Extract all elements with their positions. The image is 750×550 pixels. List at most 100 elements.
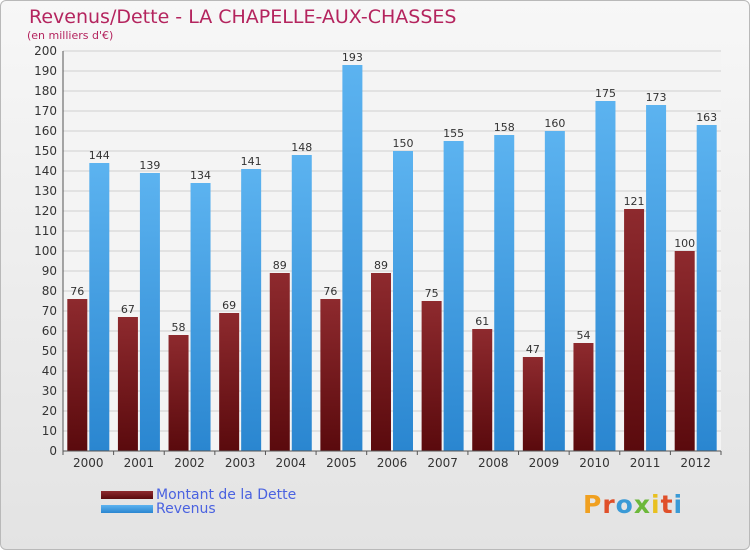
x-tick-label: 2002 <box>174 456 205 470</box>
y-tick-label: 10 <box>42 424 57 438</box>
y-tick-label: 90 <box>42 264 57 278</box>
bar-revenus <box>595 101 616 451</box>
x-tick-label: 2004 <box>275 456 306 470</box>
data-label-debt: 89 <box>374 259 388 272</box>
bar-revenus <box>646 105 667 451</box>
bar-debt <box>117 317 138 451</box>
logo-letter: x <box>633 490 651 519</box>
bar-debt <box>320 299 341 451</box>
bar-debt <box>371 273 391 451</box>
legend-label-revenus: Revenus <box>156 501 216 517</box>
y-tick-label: 60 <box>42 324 57 338</box>
bar-revenus <box>139 173 160 451</box>
proxiti-logo: Proxiti <box>583 490 683 519</box>
logo-letter: P <box>583 490 603 519</box>
y-tick-label: 0 <box>49 444 57 458</box>
x-tick-label: 2009 <box>529 456 560 470</box>
data-label-debt: 67 <box>121 303 135 316</box>
y-tick-label: 100 <box>34 244 57 258</box>
y-tick-label: 120 <box>34 204 57 218</box>
data-label-revenus: 193 <box>342 51 363 64</box>
bar-debt <box>421 301 442 451</box>
data-label-revenus: 141 <box>241 155 262 168</box>
legend-swatch-revenus <box>101 505 153 513</box>
bar-revenus <box>342 65 363 451</box>
x-tick-label: 2006 <box>377 456 408 470</box>
y-tick-label: 140 <box>34 164 57 178</box>
x-tick-label: 2008 <box>478 456 509 470</box>
bar-debt <box>573 343 594 451</box>
data-label-debt: 61 <box>475 315 489 328</box>
bar-revenus <box>291 155 312 451</box>
grid <box>63 50 721 452</box>
data-label-debt: 69 <box>222 299 236 312</box>
data-label-debt: 100 <box>674 237 695 250</box>
bars <box>67 65 717 451</box>
data-label-debt: 76 <box>323 285 337 298</box>
x-tick-label: 2005 <box>326 456 357 470</box>
bar-debt <box>624 209 645 451</box>
y-tick-label: 70 <box>42 304 57 318</box>
bar-debt <box>67 299 88 451</box>
x-tick-label: 2001 <box>124 456 155 470</box>
y-tick-label: 110 <box>34 224 57 238</box>
y-tick-label: 80 <box>42 284 57 298</box>
bar-debt <box>219 313 240 451</box>
x-tick-label: 2010 <box>579 456 610 470</box>
logo-letter: o <box>615 490 634 519</box>
bar-revenus <box>393 151 413 451</box>
y-tick-label: 160 <box>34 124 57 138</box>
bar-debt <box>472 329 493 451</box>
data-label-debt: 75 <box>425 287 439 300</box>
bar-revenus <box>544 131 565 451</box>
legend-item-revenus: Revenus <box>101 502 216 516</box>
bar-debt <box>269 273 290 451</box>
data-label-debt: 76 <box>70 285 84 298</box>
logo-letter: t <box>660 490 674 519</box>
data-label-revenus: 175 <box>595 87 616 100</box>
bar-revenus <box>241 169 262 451</box>
y-tick-label: 30 <box>42 384 57 398</box>
data-label-debt: 89 <box>273 259 287 272</box>
chart-title: Revenus/Dette - LA CHAPELLE-AUX-CHASSES <box>29 6 457 28</box>
bar-revenus <box>190 183 211 451</box>
data-label-revenus: 173 <box>646 91 667 104</box>
y-tick-label: 50 <box>42 344 57 358</box>
data-label-debt: 54 <box>576 329 590 342</box>
y-tick-label: 170 <box>34 104 57 118</box>
bar-revenus <box>696 125 717 451</box>
data-label-revenus: 134 <box>190 169 211 182</box>
data-label-revenus: 158 <box>494 121 515 134</box>
bar-debt <box>522 357 543 451</box>
data-label-revenus: 148 <box>291 141 312 154</box>
bar-debt <box>674 251 695 451</box>
y-tick-label: 180 <box>34 84 57 98</box>
legend-item-debt: Montant de la Dette <box>101 488 296 502</box>
chart-subtitle: (en milliers d'€) <box>27 29 114 42</box>
data-label-revenus: 144 <box>89 149 110 162</box>
x-tick-label: 2003 <box>225 456 256 470</box>
data-label-debt: 47 <box>526 343 540 356</box>
data-label-revenus: 163 <box>696 111 717 124</box>
x-tick-label: 2011 <box>630 456 661 470</box>
x-tick-label: 2007 <box>427 456 458 470</box>
bar-revenus <box>89 163 110 451</box>
y-tick-label: 40 <box>42 364 57 378</box>
y-tick-label: 20 <box>42 404 57 418</box>
data-label-debt: 121 <box>624 195 645 208</box>
x-tick-label: 2000 <box>73 456 104 470</box>
axes: 0 10 20 30 40 50 60 70 80 90 100 110 120 130 140 150 160… <box>34 44 722 470</box>
y-tick-label: 130 <box>34 184 57 198</box>
logo-letter: i <box>651 490 661 519</box>
x-tick-label: 2012 <box>680 456 711 470</box>
legend-label-debt: Montant de la Dette <box>156 487 297 503</box>
logo-letter: i <box>673 490 684 519</box>
data-label-revenus: 150 <box>393 137 414 150</box>
bar-debt <box>168 335 189 451</box>
data-label-revenus: 155 <box>443 127 464 140</box>
y-tick-label: 150 <box>34 144 57 158</box>
logo-letter: r <box>602 490 616 519</box>
data-label-revenus: 139 <box>139 159 160 172</box>
data-label-revenus: 160 <box>544 117 565 130</box>
